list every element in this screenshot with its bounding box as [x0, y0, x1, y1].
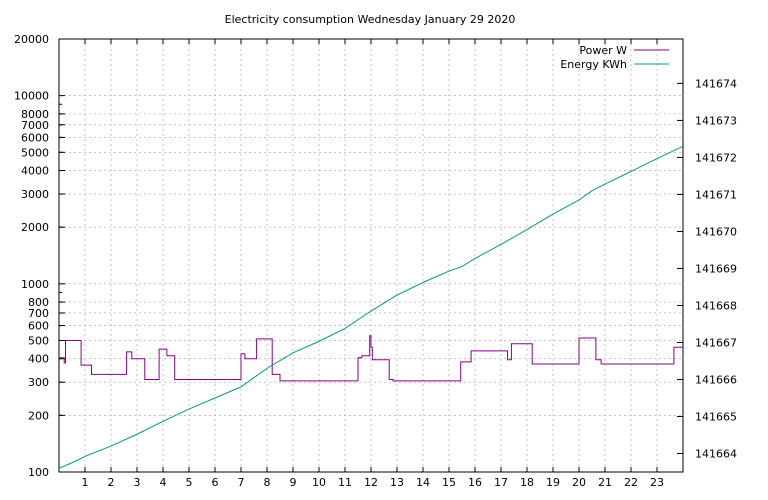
- y-tick-label: 400: [28, 353, 49, 366]
- x-tick-label: 16: [468, 476, 482, 489]
- x-tick-label: 6: [212, 476, 219, 489]
- y-tick-label: 20000: [14, 33, 49, 46]
- x-tick-label: 17: [494, 476, 508, 489]
- y-tick-label: 2000: [21, 221, 49, 234]
- y2-tick-label: 141672: [695, 151, 737, 164]
- y-tick-label: 10000: [14, 90, 49, 103]
- y2-tick-label: 141673: [695, 114, 737, 127]
- y-tick-label: 7000: [21, 119, 49, 132]
- y2-tick-label: 141668: [695, 299, 737, 312]
- plot-frame: [58, 38, 684, 473]
- y2-tick-label: 141664: [695, 447, 737, 460]
- x-tick-label: 8: [264, 476, 271, 489]
- y-tick-label: 6000: [21, 131, 49, 144]
- x-tick-label: 12: [364, 476, 378, 489]
- x-tick-label: 21: [598, 476, 612, 489]
- y2-tick-label: 141665: [695, 410, 737, 423]
- y-tick-label: 800: [28, 296, 49, 309]
- legend-label-power: Power W: [579, 44, 627, 57]
- x-tick-label: 3: [134, 476, 141, 489]
- y2-tick-label: 141666: [695, 373, 737, 386]
- y-tick-label: 1000: [21, 278, 49, 291]
- axes: 1 2 3 4 5 6 7 8 9 10 11 12 13 14 15 16 17 18 19 20 21 22 23100…: [14, 33, 737, 489]
- x-tick-label: 13: [390, 476, 404, 489]
- legend-label-energy: Energy KWh: [560, 58, 627, 71]
- x-tick-label: 2: [108, 476, 115, 489]
- energy-series-line: [58, 145, 684, 469]
- x-tick-label: 1: [82, 476, 89, 489]
- x-tick-label: 18: [520, 476, 534, 489]
- x-tick-label: 15: [442, 476, 456, 489]
- power-series-line: [59, 335, 683, 382]
- x-tick-label: 14: [416, 476, 430, 489]
- x-tick-label: 19: [546, 476, 560, 489]
- x-tick-label: 10: [312, 476, 326, 489]
- x-tick-label: 11: [338, 476, 352, 489]
- x-tick-label: 20: [572, 476, 586, 489]
- x-tick-label: 4: [160, 476, 167, 489]
- y2-tick-label: 141669: [695, 262, 737, 275]
- x-tick-label: 23: [650, 476, 664, 489]
- x-tick-label: 9: [290, 476, 297, 489]
- x-tick-label: 5: [186, 476, 193, 489]
- y-tick-label: 300: [28, 376, 49, 389]
- y2-tick-label: 141667: [695, 336, 737, 349]
- y-tick-label: 100: [28, 466, 49, 479]
- y-tick-label: 3000: [21, 188, 49, 201]
- legend: Power W Energy KWh: [560, 44, 669, 71]
- y-tick-label: 4000: [21, 165, 49, 178]
- y-tick-label: 500: [28, 334, 49, 347]
- y-tick-label: 5000: [21, 146, 49, 159]
- y-tick-label: 600: [28, 320, 49, 333]
- grid: [59, 39, 683, 472]
- x-tick-label: 7: [238, 476, 245, 489]
- y-tick-label: 700: [28, 307, 49, 320]
- chart-title: Electricity consumption Wednesday Januar…: [225, 13, 516, 26]
- y-tick-label: 8000: [21, 108, 49, 121]
- series-lines: [58, 145, 684, 469]
- x-tick-label: 22: [624, 476, 638, 489]
- y2-tick-label: 141670: [695, 225, 737, 238]
- y-tick-label: 200: [28, 409, 49, 422]
- y2-tick-label: 141671: [695, 188, 737, 201]
- y2-tick-label: 141674: [695, 77, 737, 90]
